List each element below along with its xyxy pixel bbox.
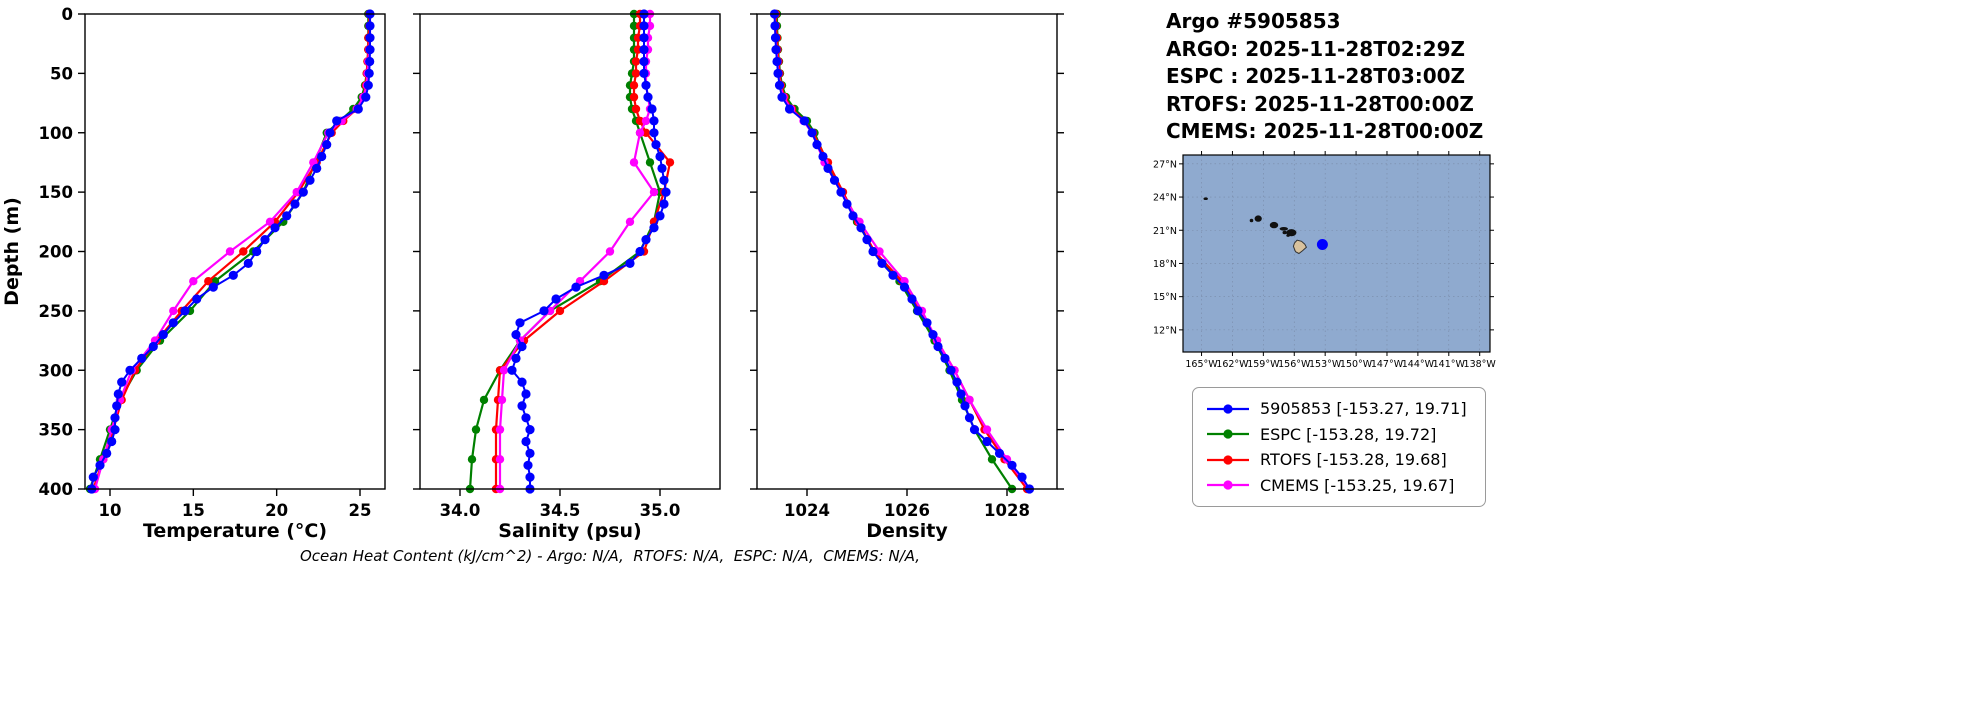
island-big-island	[1292, 239, 1308, 255]
svg-text:25: 25	[349, 501, 372, 520]
panel-density: 1024 1026 1028 Density	[750, 9, 1064, 542]
svg-text:27°N: 27°N	[1153, 159, 1177, 170]
svg-text:141°W: 141°W	[1433, 359, 1466, 370]
legend-entry-cmems: CMEMS [-153.25, 19.67]	[1205, 474, 1467, 498]
island-kauai	[1254, 215, 1262, 222]
svg-text:165°W: 165°W	[1185, 359, 1218, 370]
location-map: 12°N15°N18°N21°N24°N27°N165°W162°W159°W1…	[1153, 151, 1496, 370]
map-islands	[1203, 197, 1308, 255]
svg-text:138°W: 138°W	[1464, 359, 1497, 370]
series-cmems-temperature	[90, 9, 375, 494]
svg-text:10: 10	[99, 501, 122, 520]
profile-plots-figure: 10 15 20 25050100150200250300350400Temperat…	[1, 5, 1064, 542]
svg-text:Temperature (°C): Temperature (°C)	[143, 520, 327, 542]
legend-label-rtofs: RTOFS [-153.28, 19.68]	[1260, 450, 1447, 469]
svg-text:21°N: 21°N	[1153, 226, 1177, 237]
svg-text:34.5: 34.5	[540, 501, 581, 520]
svg-text:Density: Density	[866, 520, 948, 542]
svg-text:156°W: 156°W	[1278, 359, 1311, 370]
svg-text:15°N: 15°N	[1153, 292, 1177, 303]
island-maui	[1286, 229, 1297, 237]
svg-text:153°W: 153°W	[1309, 359, 1342, 370]
svg-text:35.0: 35.0	[640, 501, 681, 520]
rtofs-timestamp: RTOFS: 2025-11-28T00:00Z	[1166, 91, 1474, 116]
island-oahu	[1269, 221, 1279, 229]
legend-label-argo: 5905853 [-153.27, 19.71]	[1260, 399, 1467, 418]
svg-text:24°N: 24°N	[1153, 193, 1177, 204]
float-id-title: Argo #5905853	[1166, 9, 1341, 33]
series-5905853-temperature	[87, 9, 375, 494]
legend-entry-argo: 5905853 [-153.27, 19.71]	[1205, 397, 1467, 421]
map-ocean	[1183, 155, 1490, 352]
float-position-marker	[1316, 239, 1328, 250]
svg-text:159°W: 159°W	[1247, 359, 1280, 370]
island-niihau	[1249, 218, 1254, 223]
ocean-heat-content-note: Ocean Heat Content (kJ/cm^2) - Argo: N/A…	[299, 547, 921, 565]
svg-text:Salinity (psu): Salinity (psu)	[498, 520, 641, 542]
svg-text:20: 20	[265, 501, 288, 520]
svg-text:12°N: 12°N	[1153, 325, 1177, 336]
svg-text:0: 0	[62, 5, 73, 24]
island-molokai	[1279, 227, 1288, 231]
map-frame	[1182, 154, 1491, 353]
svg-text:250: 250	[39, 302, 73, 321]
legend-line-marker-icon	[1207, 455, 1249, 465]
map-axis-labels: 12°N15°N18°N21°N24°N27°N165°W162°W159°W1…	[1153, 151, 1496, 370]
legend-line-marker-icon	[1207, 480, 1249, 490]
svg-text:100: 100	[39, 124, 73, 143]
legend-label-cmems: CMEMS [-153.25, 19.67]	[1260, 475, 1455, 495]
series-legend: 5905853 [-153.27, 19.71] ESPC [-153.28, …	[1192, 387, 1486, 507]
svg-text:1028: 1028	[984, 501, 1030, 520]
series-rtofs-density	[771, 9, 1032, 494]
series-cmems-density	[770, 9, 1034, 494]
legend-label-espc: ESPC [-153.28, 19.72]	[1260, 424, 1437, 444]
svg-text:300: 300	[39, 361, 73, 380]
map-graticule	[1183, 155, 1490, 352]
svg-text:350: 350	[39, 421, 73, 440]
svg-text:15: 15	[182, 501, 205, 520]
island-northwest-islet	[1203, 197, 1208, 200]
svg-text:1024: 1024	[784, 501, 830, 520]
svg-text:1026: 1026	[884, 501, 930, 520]
legend-entry-espc: ESPC [-153.28, 19.72]	[1205, 423, 1467, 447]
svg-text:147°W: 147°W	[1371, 359, 1404, 370]
svg-text:50: 50	[50, 64, 73, 83]
series-5905853-salinity	[507, 9, 671, 494]
svg-text:150°W: 150°W	[1340, 359, 1373, 370]
svg-text:162°W: 162°W	[1216, 359, 1249, 370]
espc-timestamp: ESPC : 2025-11-28T03:00Z	[1166, 64, 1466, 88]
island-lanai	[1282, 230, 1287, 235]
panel-temperature: 10 15 20 25050100150200250300350400Temperat…	[39, 5, 386, 542]
float-info-header: Argo #5905853 ARGO: 2025-11-28T02:29Z ES…	[1166, 8, 1483, 146]
svg-text:34.0: 34.0	[440, 501, 481, 520]
svg-text:144°W: 144°W	[1402, 359, 1435, 370]
legend-line-marker-icon	[1207, 429, 1249, 439]
legend-line-marker-icon	[1207, 404, 1249, 414]
legend-entry-rtofs: RTOFS [-153.28, 19.68]	[1205, 448, 1467, 472]
svg-text:18°N: 18°N	[1153, 259, 1177, 270]
depth-axis-title: Depth (m)	[1, 197, 23, 306]
argo-timestamp: ARGO: 2025-11-28T02:29Z	[1166, 36, 1465, 61]
svg-text:150: 150	[39, 183, 73, 202]
series-5905853-density	[769, 9, 1035, 494]
cmems-timestamp: CMEMS: 2025-11-28T00:00Z	[1166, 119, 1484, 143]
svg-text:200: 200	[39, 243, 73, 262]
svg-text:400: 400	[39, 480, 73, 499]
